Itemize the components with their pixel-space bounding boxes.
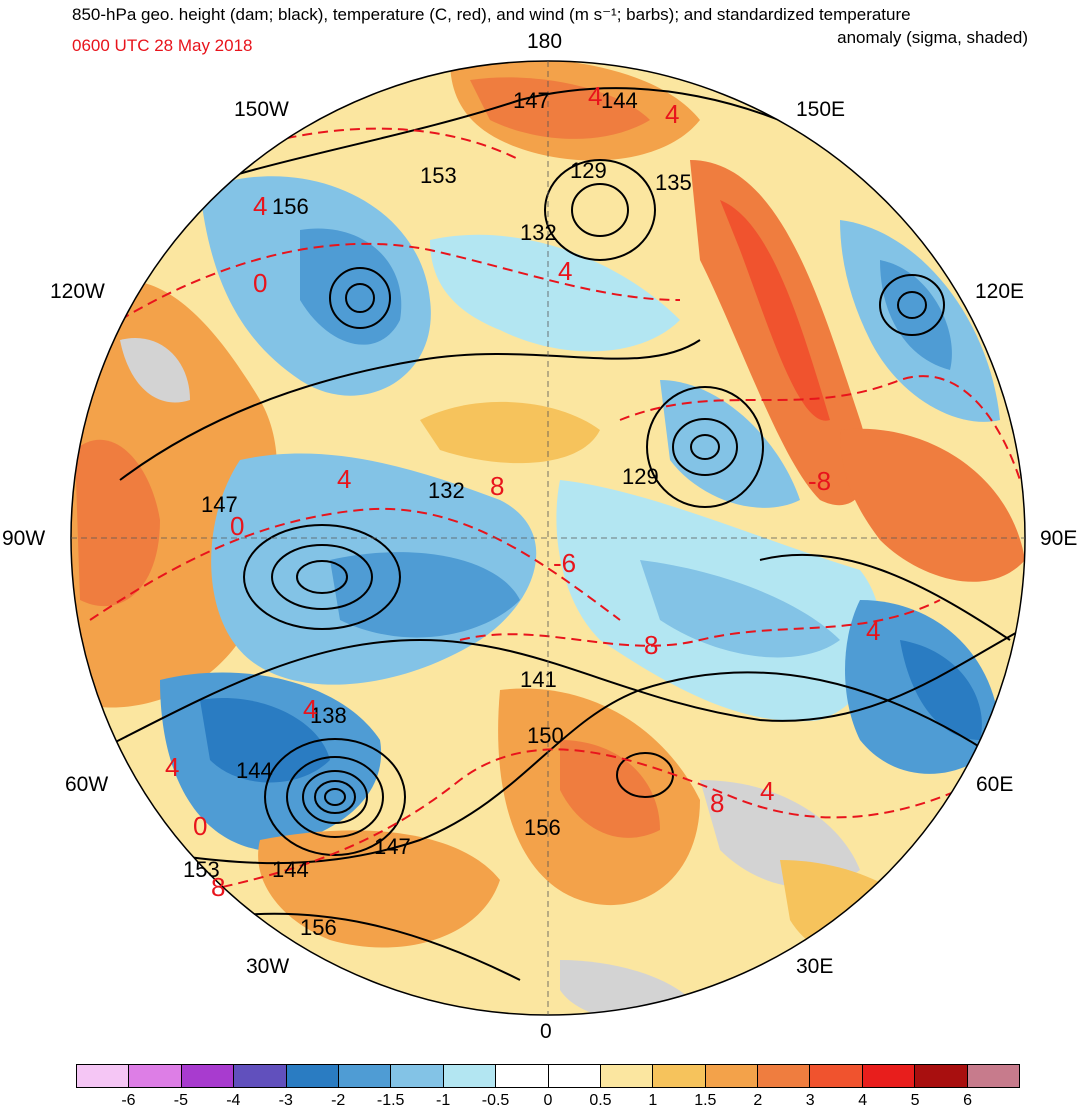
colorbar-tick-label: -3 — [278, 1092, 293, 1109]
height-label: 129 — [622, 464, 659, 489]
lon-label-60w: 60W — [65, 773, 109, 796]
height-label: 153 — [420, 163, 457, 188]
lon-label-30e: 30E — [796, 955, 834, 978]
height-label: 138 — [310, 703, 347, 728]
height-label: 156 — [272, 194, 309, 219]
temperature-label: 4 — [337, 464, 351, 494]
height-label: 135 — [655, 170, 692, 195]
colorbar-swatch — [234, 1065, 287, 1087]
temperature-label: 4 — [665, 99, 679, 129]
colorbar-tick-label: 1.5 — [694, 1092, 717, 1109]
temperature-label: -6 — [553, 548, 576, 578]
colorbar-tick-label: -2 — [331, 1092, 346, 1109]
colorbar-tick-label: -4 — [226, 1092, 241, 1109]
colorbar-swatch — [286, 1065, 339, 1087]
colorbar-swatch — [443, 1065, 497, 1087]
colorbar-swatch — [653, 1065, 706, 1087]
colorbar-tick-label: 1 — [648, 1092, 658, 1109]
colorbar-swatch — [810, 1065, 863, 1087]
temperature-label: 8 — [710, 788, 724, 818]
lon-label-120e: 120E — [975, 280, 1025, 303]
colorbar-swatch — [758, 1065, 811, 1087]
temperature-label: 0 — [193, 811, 207, 841]
anomaly-colorbar — [76, 1064, 1020, 1088]
lon-label-180: 180 — [527, 30, 563, 53]
colorbar-swatch — [548, 1065, 601, 1087]
colorbar-swatch — [181, 1065, 235, 1087]
height-label: 156 — [524, 815, 561, 840]
colorbar-swatch — [967, 1065, 1020, 1087]
colorbar-tick-label: 2 — [753, 1092, 763, 1109]
height-label: 144 — [601, 88, 638, 113]
height-label: 156 — [300, 915, 337, 940]
colorbar-tick-label: 4 — [858, 1092, 868, 1109]
height-label: 129 — [570, 158, 607, 183]
lon-label-150e: 150E — [796, 98, 846, 121]
colorbar-tick-label: -6 — [121, 1092, 136, 1109]
height-label: 150 — [527, 723, 564, 748]
height-label: 132 — [428, 478, 465, 503]
height-label: 147 — [374, 834, 411, 859]
colorbar-tick-label: -1 — [435, 1092, 451, 1109]
colorbar-swatch — [705, 1065, 759, 1087]
lon-label-120w: 120W — [50, 280, 105, 303]
colorbar-swatch — [496, 1065, 549, 1087]
temperature-label: 8 — [490, 471, 504, 501]
height-label: 147 — [201, 492, 238, 517]
temperature-label: 4 — [588, 81, 602, 111]
temperature-label: 8 — [644, 630, 658, 660]
lon-label-30w: 30W — [246, 955, 290, 978]
colorbar-swatch — [129, 1065, 182, 1087]
height-label: 132 — [520, 220, 557, 245]
height-label: 147 — [513, 88, 550, 113]
temperature-label: 0 — [230, 511, 244, 541]
lon-label-0: 0 — [540, 1020, 552, 1043]
temperature-label: 4 — [303, 694, 317, 724]
temperature-label: 8 — [211, 872, 225, 902]
colorbar-tick-label: 5 — [910, 1092, 920, 1109]
lon-label-150w: 150W — [234, 98, 289, 121]
colorbar-swatch — [600, 1065, 654, 1087]
colorbar-tick-label: -5 — [173, 1092, 188, 1109]
map-title: 850-hPa geo. height (dam; black), temper… — [72, 5, 911, 24]
temperature-label: 4 — [558, 256, 572, 286]
map-title-continued: anomaly (sigma, shaded) — [837, 28, 1028, 47]
colorbar-swatch — [915, 1065, 968, 1087]
valid-time: 0600 UTC 28 May 2018 — [72, 36, 253, 55]
height-label: 144 — [236, 758, 273, 783]
colorbar-tick-label: 3 — [805, 1092, 815, 1109]
height-label: 141 — [520, 667, 557, 692]
colorbar-tick-label: 6 — [963, 1092, 972, 1109]
lon-label-60e: 60E — [976, 773, 1014, 796]
temperature-label: 4 — [866, 616, 880, 646]
height-contours — [79, 87, 1025, 981]
height-label: 153 — [183, 857, 220, 882]
temperature-labels: 4 4 4 0 4 8 4 0 -6 8 -8 4 8 4 4 0 8 4 — [165, 81, 880, 902]
graticule — [71, 61, 1025, 1015]
colorbar-swatch — [77, 1065, 130, 1087]
height-labels: 147 144 153 156 129 135 132 132 129 147 … — [183, 88, 692, 940]
colorbar-tick-label: 0.5 — [589, 1092, 612, 1109]
colorbar-swatch — [391, 1065, 444, 1087]
anomaly-shading — [71, 61, 1025, 1015]
lon-label-90e: 90E — [1040, 527, 1078, 550]
temperature-label: 0 — [253, 268, 267, 298]
colorbar-swatch — [862, 1065, 916, 1087]
temperature-label: 4 — [253, 191, 267, 221]
colorbar-tick-label: -0.5 — [481, 1092, 510, 1109]
height-label: 144 — [272, 857, 309, 882]
colorbar-tick-label: -1.5 — [376, 1092, 405, 1109]
colorbar-swatch — [338, 1065, 392, 1087]
temperature-label: -8 — [808, 466, 831, 496]
colorbar-tick-label: 0 — [543, 1092, 553, 1109]
lon-label-90w: 90W — [2, 527, 46, 550]
temperature-label: 4 — [760, 776, 774, 806]
temperature-label: 4 — [165, 752, 179, 782]
